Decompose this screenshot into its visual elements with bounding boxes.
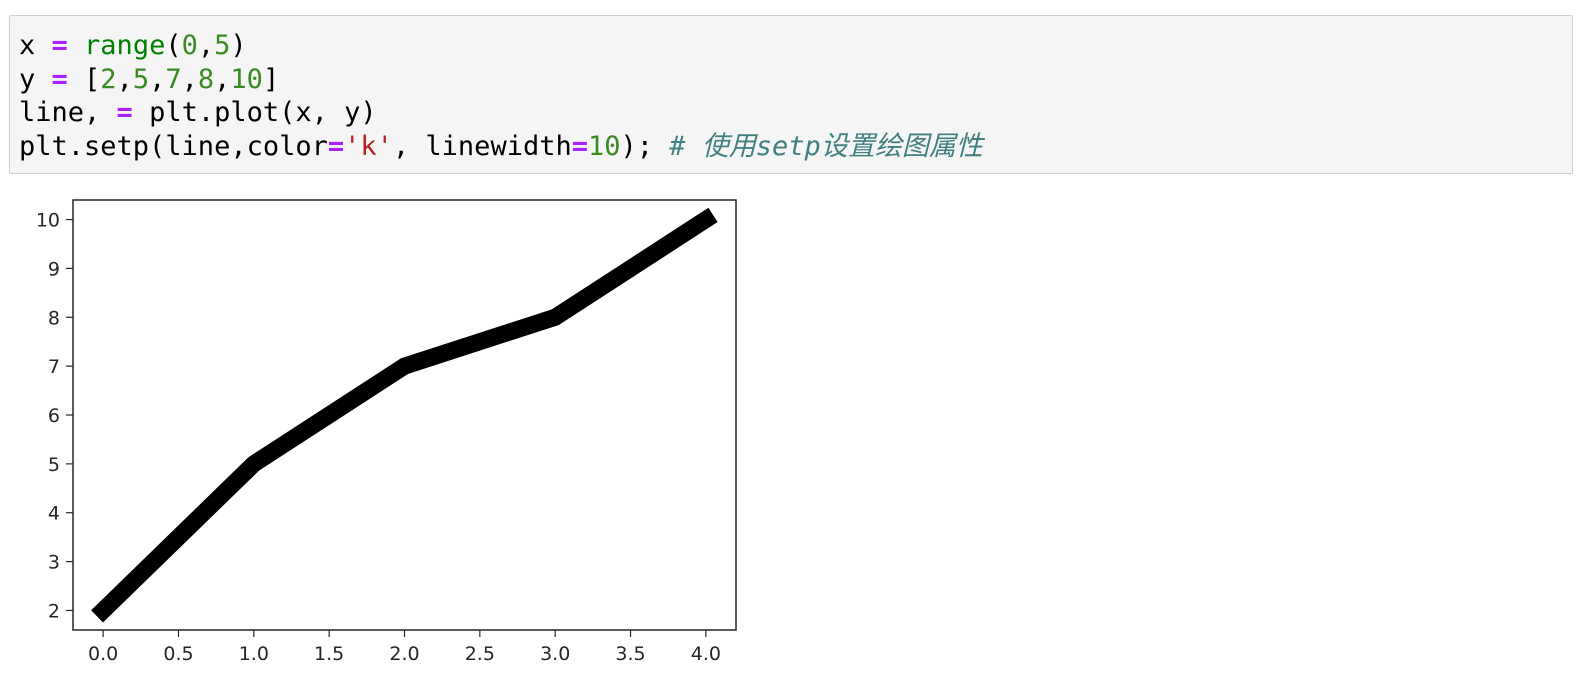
x-tick-label: 0.5	[163, 643, 193, 665]
code-token: 8	[197, 63, 215, 95]
code-token: ,	[214, 63, 231, 95]
code-token: plt.setp(line,color	[19, 130, 328, 162]
x-tick-label: 0.0	[88, 643, 118, 665]
code-token: ,	[116, 63, 133, 95]
code-token: [	[67, 63, 101, 95]
code-lines: x = range(0,5) y = [2,5,7,8,10] line, = pl…	[19, 29, 1572, 163]
code-token: ]	[262, 63, 280, 95]
y-tick-label: 8	[48, 307, 60, 329]
code-token: ,	[149, 63, 166, 95]
code-token: # 使用setp设置绘图属性	[669, 130, 983, 162]
code-token: =	[327, 130, 345, 162]
code-token: x	[19, 30, 52, 61]
code-token: 2	[100, 63, 117, 95]
code-token: 5	[214, 30, 231, 61]
line-chart: 0.0 0.5 1.0 1.5 2.0 2.5 3.0 3.5 4.0 2 3 4 5 6 7 8 9 10	[36, 199, 737, 665]
code-cell[interactable]: x = range(0,5) y = [2,5,7,8,10] line, = pl…	[9, 15, 1573, 174]
code-token: =	[571, 130, 588, 162]
code-token: 'k'	[344, 130, 393, 162]
y-tick-label: 7	[48, 356, 60, 378]
x-tick-label: 2.5	[465, 643, 495, 665]
code-token: 5	[132, 63, 150, 95]
code-token: )	[230, 30, 247, 61]
code-line: x = range(0,5)	[19, 29, 1572, 63]
code-token: =	[51, 30, 68, 61]
series-line	[91, 207, 718, 623]
plot-output: 0.0 0.5 1.0 1.5 2.0 2.5 3.0 3.5 4.0 2 3 4 5 6 7 8 9 10	[0, 180, 780, 680]
code-token: 0	[181, 30, 198, 61]
x-tick-label: 1.0	[239, 643, 269, 665]
code-line: line, = plt.plot(x, y)	[19, 96, 1572, 130]
code-token: 10	[587, 130, 621, 162]
x-tick-label: 3.5	[615, 643, 645, 665]
y-tick-label: 5	[48, 454, 60, 476]
code-token	[68, 30, 84, 61]
code-token: y	[19, 63, 52, 95]
x-tick-label: 1.5	[314, 643, 344, 665]
code-token: plt.plot(x, y)	[132, 97, 377, 128]
code-token: ,	[181, 63, 198, 95]
y-tick-label: 2	[48, 600, 60, 622]
code-line: y = [2,5,7,8,10]	[19, 63, 1572, 97]
code-token: ,	[197, 30, 215, 61]
x-tick-label: 2.0	[389, 643, 419, 665]
code-token: 7	[165, 63, 182, 95]
code-token: );	[620, 130, 670, 162]
code-token: =	[51, 63, 68, 95]
code-line: plt.setp(line,color='k', linewidth=10); …	[19, 130, 1572, 164]
y-tick-label: 9	[48, 258, 60, 280]
y-tick-label: 4	[48, 503, 60, 525]
y-tick-label: 6	[48, 405, 60, 427]
code-token: =	[116, 97, 133, 128]
code-token: 10	[230, 63, 263, 95]
code-token: line,	[19, 97, 117, 128]
code-token: (	[165, 30, 182, 61]
code-token: range	[84, 30, 166, 61]
x-tick-label: 3.0	[540, 643, 570, 665]
y-tick-label: 10	[36, 210, 60, 232]
y-tick-label: 3	[48, 552, 60, 574]
x-tick-label: 4.0	[691, 643, 721, 665]
code-token: , linewidth	[392, 130, 572, 162]
